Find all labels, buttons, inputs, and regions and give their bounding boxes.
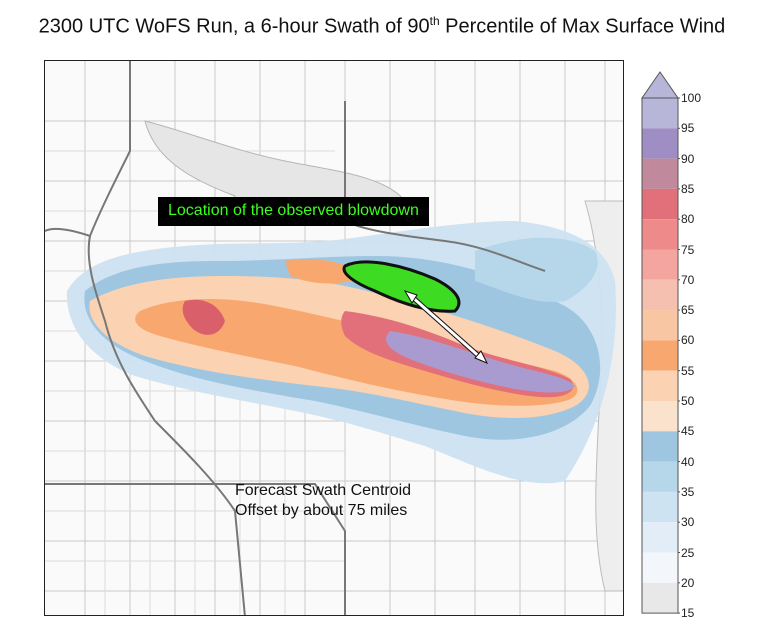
colorbar-segment — [642, 522, 678, 553]
colorbar-segment — [642, 431, 678, 462]
colorbar-tick-label: 100 — [681, 91, 702, 105]
blowdown-outline — [342, 260, 461, 313]
offset-annotation: Forecast Swath Centroid Offset by about … — [235, 481, 411, 521]
colorbar-segment — [642, 249, 678, 280]
colorbar-tick-label: 20 — [681, 575, 695, 590]
colorbar-segment — [642, 461, 678, 492]
title-prefix: 2300 UTC WoFS Run, a 6-hour Swath of 90 — [38, 15, 430, 38]
colorbar-segment — [642, 582, 678, 614]
colorbar-segment — [642, 279, 678, 311]
colorbar-segment — [642, 310, 678, 341]
colorbar-tick-label: 65 — [681, 303, 695, 318]
map-panel: Location of the observed blowdown Foreca… — [44, 60, 624, 616]
colorbar-segment — [642, 219, 678, 250]
colorbar-segment — [642, 552, 678, 583]
colorbar — [641, 71, 680, 614]
colorbar-segment — [642, 401, 678, 432]
title-suffix: Percentile of Max Surface Wind — [439, 15, 726, 38]
swath-map — [45, 61, 623, 615]
blowdown-label: Location of the observed blowdown — [158, 197, 429, 226]
colorbar-segment — [642, 491, 678, 523]
colorbar-tick-label: 40 — [681, 454, 695, 469]
colorbar-segment — [642, 188, 678, 220]
colorbar-segment — [642, 158, 678, 189]
colorbar-tick-label: 50 — [681, 394, 695, 408]
colorbar-tick-label: 80 — [681, 212, 695, 227]
colorbar-tick-label: 30 — [681, 515, 695, 530]
colorbar-segment — [642, 370, 678, 401]
title-superscript: th — [429, 14, 440, 28]
colorbar-tick-label: 90 — [681, 151, 695, 166]
map-title: 2300 UTC WoFS Run, a 6-hour Swath of 90t… — [0, 14, 764, 39]
colorbar-segment — [642, 98, 678, 129]
colorbar-segment — [642, 340, 678, 371]
state-borders — [45, 61, 546, 615]
offset-arrow — [403, 290, 489, 364]
colorbar-tick-label: 60 — [681, 333, 695, 348]
colorbar-tick-label: 35 — [681, 484, 695, 499]
colorbar-tick-label: 25 — [681, 545, 695, 560]
offset-annotation-line2: Offset by about 75 miles — [235, 502, 408, 519]
colorbar-tick-label: 75 — [681, 242, 695, 257]
colorbar-segment — [642, 128, 678, 159]
colorbar-tick-label: 70 — [681, 272, 695, 287]
swath-purple-core — [386, 331, 575, 393]
colorbar-tick-label: 45 — [681, 424, 695, 439]
offset-annotation-line1: Forecast Swath Centroid — [235, 482, 412, 499]
colorbar-tick-label: 55 — [681, 363, 695, 378]
colorbar-tick-label: 95 — [681, 121, 695, 136]
colorbar-frame — [641, 97, 679, 614]
colorbar-tick-label: 85 — [681, 181, 695, 196]
colorbar-cap — [641, 71, 679, 99]
colorbar-tick-label: 15 — [681, 606, 695, 621]
